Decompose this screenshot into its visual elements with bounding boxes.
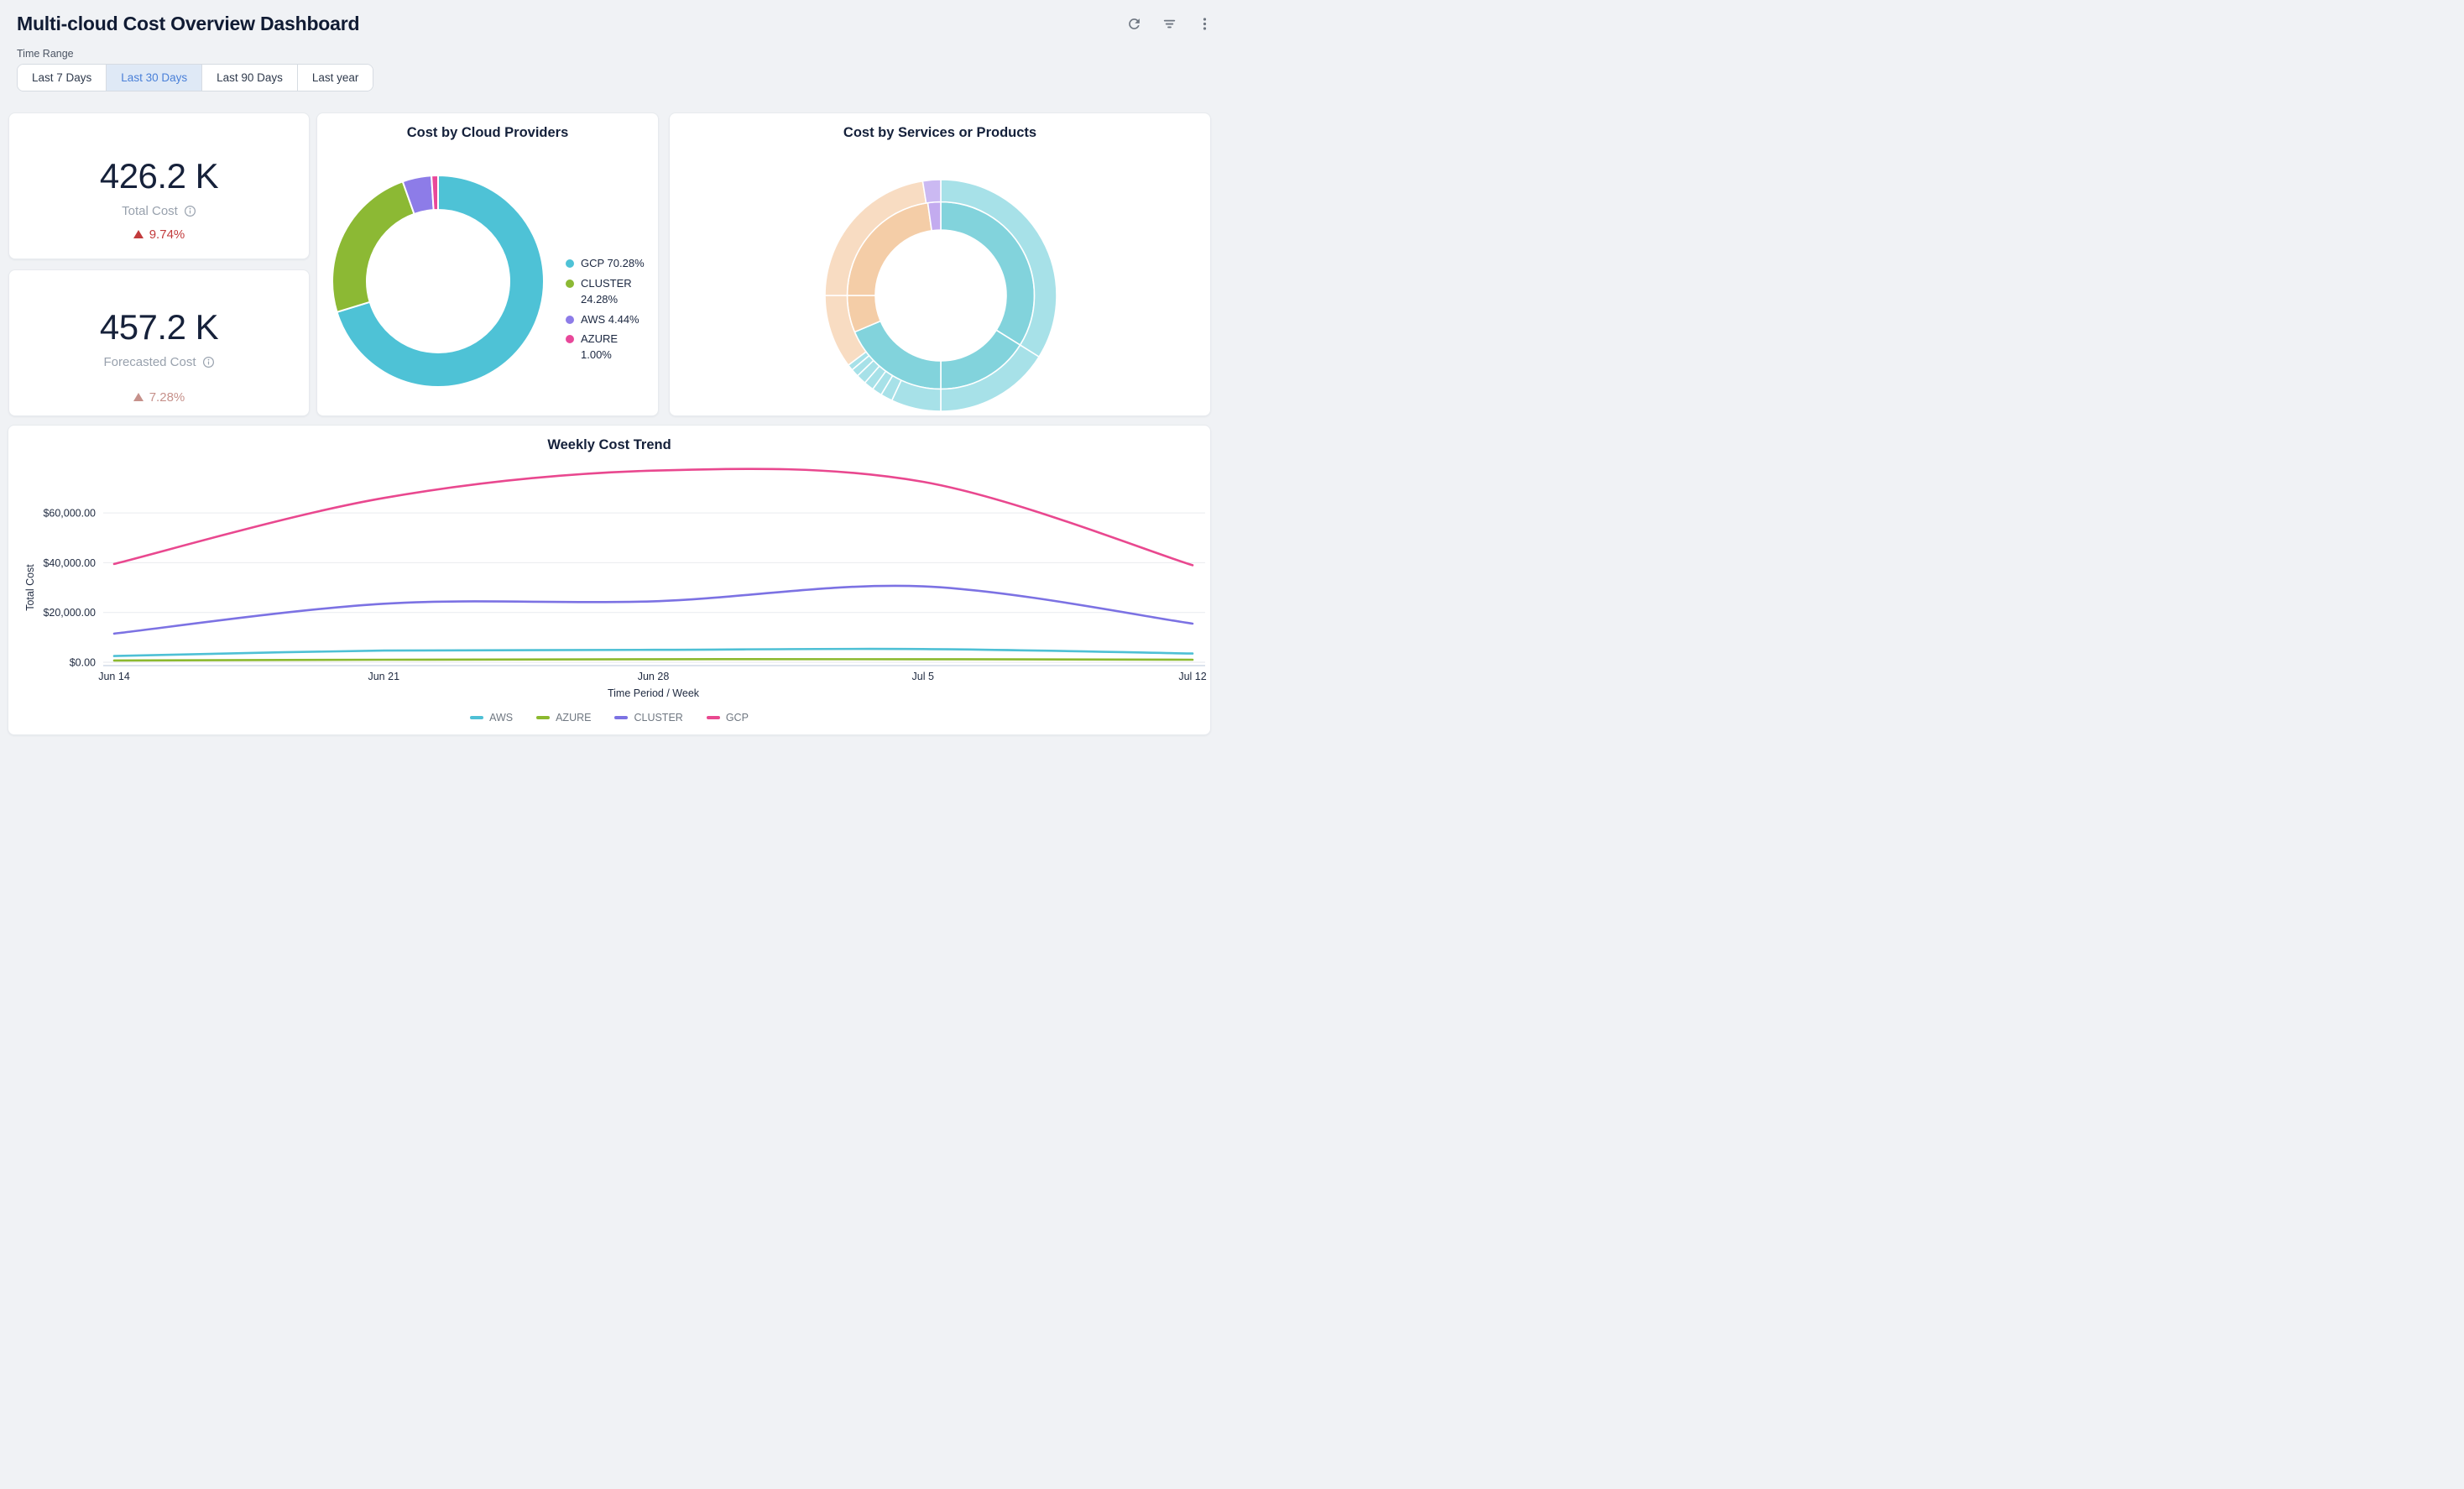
trend-legend-item-gcp[interactable]: GCP	[707, 712, 749, 724]
svg-text:Time Period / Week: Time Period / Week	[608, 687, 700, 699]
filter-icon	[1162, 16, 1177, 32]
page-title: Multi-cloud Cost Overview Dashboard	[17, 13, 359, 35]
legend-item-cluster[interactable]: CLUSTER 24.28%	[566, 276, 650, 308]
sunburst-outer-segment[interactable]	[922, 180, 941, 203]
legend-label: AZURE	[556, 712, 591, 724]
legend-marker	[566, 280, 574, 288]
forecasted-cost-label: Forecasted Cost	[103, 355, 214, 369]
legend-label: CLUSTER	[634, 712, 682, 724]
total-cost-card: 426.2 K Total Cost 9.74%	[8, 112, 310, 259]
trend-legend-item-cluster[interactable]: CLUSTER	[614, 712, 682, 724]
legend-marker	[566, 316, 574, 324]
trend-line-gcp[interactable]	[114, 469, 1193, 566]
dashboard: Multi-cloud Cost Overview Dashboard	[0, 0, 1232, 744]
more-options-button[interactable]	[1192, 11, 1217, 36]
trend-legend: AWS AZURE CLUSTER GCP	[8, 712, 1210, 724]
time-range-option-last-7-days[interactable]: Last 7 Days	[18, 65, 107, 91]
donut-segment-cluster[interactable]	[332, 181, 415, 312]
total-cost-value: 426.2 K	[100, 156, 218, 196]
info-icon[interactable]	[184, 205, 196, 217]
legend-dash	[470, 716, 483, 719]
svg-text:$20,000.00: $20,000.00	[43, 607, 96, 619]
legend-marker	[566, 259, 574, 268]
forecasted-cost-value: 457.2 K	[100, 307, 218, 347]
legend-label: AWS	[489, 712, 513, 724]
legend-dash	[536, 716, 550, 719]
legend-dash	[707, 716, 720, 719]
svg-text:$40,000.00: $40,000.00	[43, 557, 96, 569]
stat-label-text: Total Cost	[122, 204, 178, 218]
svg-text:Jun 21: Jun 21	[368, 671, 399, 682]
cost-by-cloud-providers-card: Cost by Cloud Providers GCP 70.28%CLUSTE…	[316, 112, 659, 416]
legend-label: AZURE 1.00%	[581, 332, 650, 363]
weekly-cost-trend-chart[interactable]: $0.00 $20,000.00 $40,000.00 $60,000.00 Jun 1…	[8, 426, 1212, 736]
trend-line-cluster[interactable]	[114, 586, 1193, 634]
svg-text:Jul 5: Jul 5	[912, 671, 934, 682]
cost-by-services-card: Cost by Services or Products	[669, 112, 1211, 416]
forecasted-cost-delta: 7.28%	[133, 390, 185, 405]
donut-segment-azure[interactable]	[431, 175, 438, 210]
trend-line-aws[interactable]	[114, 649, 1193, 656]
trend-line-azure[interactable]	[114, 659, 1193, 661]
legend-marker	[566, 335, 574, 343]
svg-text:Total Cost: Total Cost	[24, 564, 36, 611]
total-cost-delta: 9.74%	[133, 227, 185, 242]
trend-legend-item-azure[interactable]: AZURE	[536, 712, 591, 724]
legend-dash	[614, 716, 628, 719]
delta-up-icon	[133, 230, 144, 238]
time-range-option-last-90-days[interactable]: Last 90 Days	[202, 65, 298, 91]
weekly-cost-trend-card: Weekly Cost Trend $0.00$20,000.00$40,000…	[8, 425, 1211, 735]
filter-button[interactable]	[1156, 11, 1182, 36]
time-range-option-last-year[interactable]: Last year	[298, 65, 373, 91]
refresh-icon	[1126, 16, 1142, 32]
legend-item-aws[interactable]: AWS 4.44%	[566, 312, 650, 328]
stat-label-text: Forecasted Cost	[103, 355, 196, 369]
svg-text:$60,000.00: $60,000.00	[43, 508, 96, 520]
legend-item-gcp[interactable]: GCP 70.28%	[566, 256, 650, 272]
refresh-button[interactable]	[1121, 11, 1146, 36]
header-actions	[1121, 11, 1217, 36]
delta-value: 9.74%	[149, 227, 185, 242]
time-range-label: Time Range	[17, 48, 74, 60]
legend-label: GCP	[726, 712, 749, 724]
legend-item-azure[interactable]: AZURE 1.00%	[566, 332, 650, 363]
trend-legend-item-aws[interactable]: AWS	[470, 712, 513, 724]
svg-text:Jun 14: Jun 14	[98, 671, 130, 682]
donut-legend: GCP 70.28% CLUSTER 24.28% AWS 4.44% AZURE 1…	[566, 256, 650, 368]
forecasted-cost-card: 457.2 K Forecasted Cost 7.28%	[8, 269, 310, 416]
legend-label: AWS 4.44%	[581, 312, 639, 328]
header: Multi-cloud Cost Overview Dashboard	[17, 8, 1217, 39]
legend-label: CLUSTER 24.28%	[581, 276, 650, 308]
time-range-group: Last 7 DaysLast 30 DaysLast 90 DaysLast …	[17, 64, 373, 91]
delta-up-icon	[133, 393, 144, 401]
time-range-option-last-30-days[interactable]: Last 30 Days	[107, 65, 202, 91]
info-icon[interactable]	[202, 356, 215, 368]
kebab-menu-icon	[1197, 16, 1213, 32]
services-sunburst-chart[interactable]	[670, 113, 1212, 417]
svg-text:Jul 12: Jul 12	[1178, 671, 1206, 682]
total-cost-label: Total Cost	[122, 204, 196, 218]
legend-label: GCP 70.28%	[581, 256, 645, 272]
svg-text:$0.00: $0.00	[70, 657, 96, 669]
delta-value: 7.28%	[149, 390, 185, 405]
svg-text:Jun 28: Jun 28	[638, 671, 670, 682]
